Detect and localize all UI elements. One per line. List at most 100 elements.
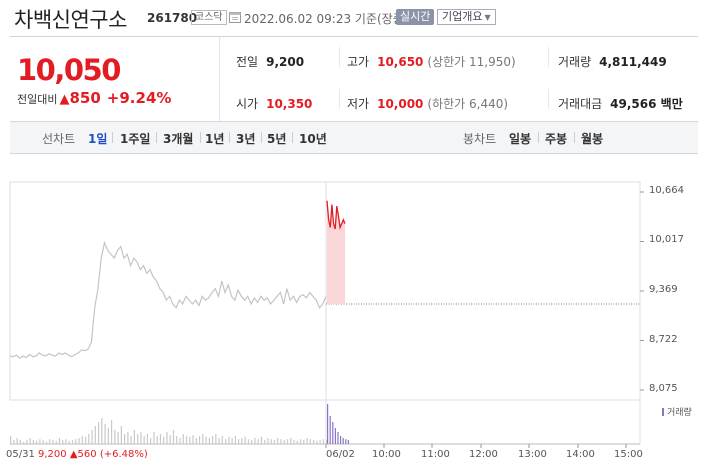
chart-period-tabs: 선차트 1일 1주일 3개월 1년 3년 5년 10년 봉차트 일봉 주봉 월봉 — [10, 121, 698, 154]
volume-bar — [137, 434, 139, 444]
tab-1w[interactable]: 1주일 — [120, 132, 151, 146]
market-badge: 코스닥 — [191, 10, 227, 25]
high-value: 10,650 — [377, 55, 424, 69]
stock-code: 261780 — [147, 11, 198, 25]
volume-bar — [32, 440, 35, 444]
volume: 거래량 4,811,449 — [558, 53, 667, 70]
volume-bar — [296, 440, 298, 444]
volume-bar — [286, 439, 289, 444]
tab-5y[interactable]: 5년 — [267, 132, 287, 146]
volume-bar — [71, 440, 74, 444]
tab-1d[interactable]: 1일 — [88, 132, 108, 146]
volume-bar — [150, 438, 152, 444]
volume-bar — [16, 438, 18, 444]
volume-bar — [97, 422, 100, 444]
volume-label: 거래량 — [558, 55, 592, 69]
volume-bar — [19, 440, 21, 444]
low-label: 저가 — [347, 97, 370, 111]
volume-bar — [65, 439, 67, 444]
tab-1y[interactable]: 1년 — [205, 132, 225, 146]
company-overview-dropdown[interactable]: 기업개요 ▼ — [437, 9, 496, 25]
volume-bar — [13, 440, 15, 444]
open-label: 시가 — [236, 97, 259, 111]
volume-bar — [241, 438, 243, 444]
volume-bar — [273, 440, 276, 444]
volume-bar — [114, 430, 116, 444]
chart-canvas — [9, 181, 644, 448]
volume-bar — [319, 440, 321, 444]
volume-bar — [208, 438, 210, 444]
volume-bar — [211, 436, 214, 444]
up-arrow-icon: ▲ — [69, 449, 78, 460]
volume-bar — [283, 440, 285, 444]
y-tick-label: 9,369 — [649, 284, 678, 295]
volume-bar — [345, 439, 347, 444]
volume-bar — [120, 426, 122, 444]
volume-bar — [231, 438, 233, 444]
tab-3m[interactable]: 3개월 — [163, 132, 194, 146]
price-summary: 10,050 전일대비 ▲850 +9.24% 전일 9,200 시가 10,350 고… — [10, 36, 698, 122]
volume-bar — [176, 436, 178, 444]
change-value: 850 — [69, 89, 101, 107]
volume-bar — [195, 438, 197, 444]
amount-value: 49,566 백만 — [610, 97, 683, 111]
volume-bar — [316, 440, 318, 444]
tab-3y[interactable]: 3년 — [236, 132, 256, 146]
overview-label: 기업개요 — [442, 10, 483, 23]
divider — [339, 89, 340, 109]
volume-bar — [225, 439, 227, 444]
volume-bar — [36, 440, 38, 444]
x-tick-label: 12:00 — [469, 449, 498, 460]
y-tick-label: 10,017 — [649, 234, 684, 245]
lower-limit: (하한가 6,440) — [427, 97, 509, 111]
volume-bar — [55, 440, 57, 444]
tab-separator — [538, 132, 539, 143]
volume-bar — [91, 430, 93, 444]
candle-chart-label: 봉차트 — [463, 132, 497, 146]
divider — [548, 47, 549, 67]
volume-bar — [140, 432, 142, 444]
volume-bar — [81, 436, 83, 444]
up-arrow-icon: ▲ — [59, 92, 70, 107]
volume-bar — [322, 439, 324, 444]
volume-bar — [337, 432, 339, 444]
low-value: 10,000 — [377, 97, 424, 111]
realtime-button[interactable]: 실시간 — [396, 9, 435, 25]
volume-bar — [205, 436, 207, 444]
volume-bar — [84, 436, 87, 444]
volume-bar — [347, 440, 349, 444]
tab-10y[interactable]: 10년 — [299, 132, 327, 146]
trade-amount: 거래대금 49,566 백만 — [558, 95, 683, 112]
volume-bar — [270, 439, 272, 444]
volume-bar — [104, 424, 106, 444]
tab-separator — [229, 132, 230, 143]
tab-monthly-candle[interactable]: 월봉 — [581, 132, 604, 146]
volume-bar — [62, 440, 64, 444]
volume-bar — [42, 440, 44, 444]
y-tick-label: 8,075 — [649, 383, 678, 394]
chevron-down-icon: ▼ — [484, 13, 491, 22]
x-tick-label: 10:00 — [372, 449, 401, 460]
change-label: 전일대비 — [17, 93, 58, 106]
tab-weekly-candle[interactable]: 주봉 — [545, 132, 568, 146]
y-tick-label: 8,722 — [649, 334, 678, 345]
volume-bar — [146, 434, 149, 444]
volume-bar — [23, 442, 25, 444]
volume-bar — [117, 432, 119, 444]
volume-bar — [277, 438, 279, 444]
volume-legend-label: 거래량 — [667, 408, 692, 418]
volume-bar — [306, 438, 308, 444]
volume-bar — [312, 440, 315, 444]
low-price: 저가 10,000 (하한가 6,440) — [347, 95, 508, 112]
tab-daily-candle[interactable]: 일봉 — [509, 132, 532, 146]
price-chart[interactable]: 10,664 10,017 9,369 8,722 8,075 05/31 9,… — [0, 154, 702, 469]
x-tick-label: 15:00 — [614, 449, 643, 460]
summary-change: 560 — [77, 449, 97, 460]
volume-bar — [124, 434, 126, 444]
tab-separator — [261, 132, 262, 143]
volume-bar — [133, 430, 135, 444]
upper-limit: (상한가 11,950) — [427, 55, 516, 69]
volume-bar — [234, 436, 236, 444]
volume-bar — [299, 439, 302, 444]
summary-date: 05/31 — [6, 449, 35, 460]
